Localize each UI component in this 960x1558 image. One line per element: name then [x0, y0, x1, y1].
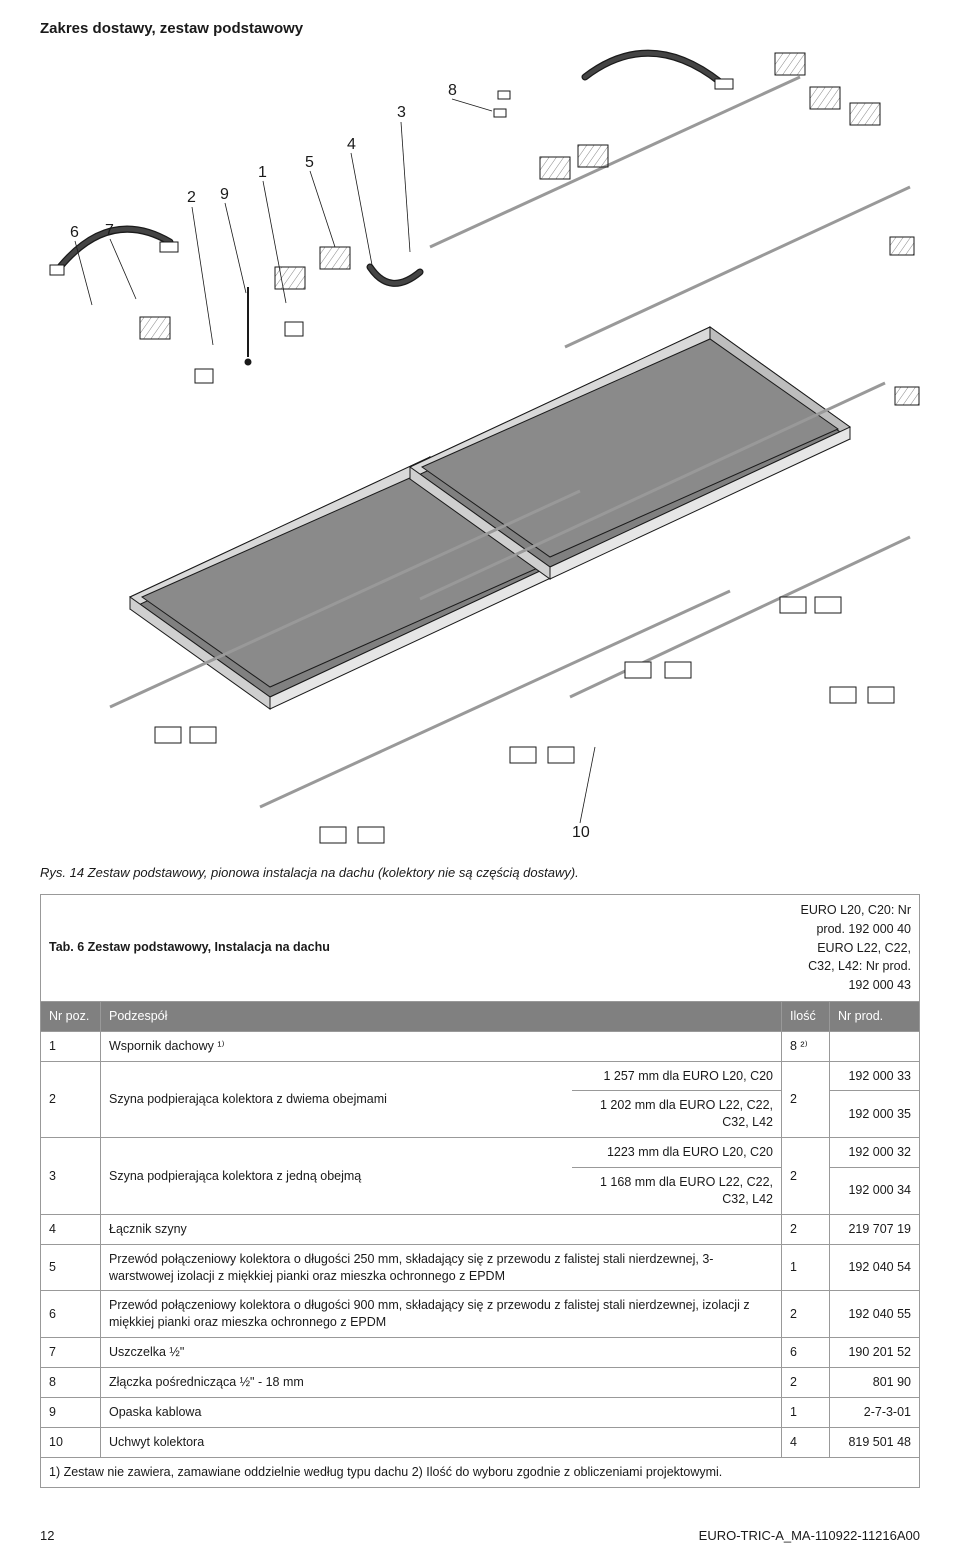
col-poz: Nr poz.: [41, 1001, 101, 1031]
page-title: Zakres dostawy, zestaw podstawowy: [40, 20, 920, 37]
cell-desc: Przewód połączeniowy kolektora o długośc…: [101, 1244, 782, 1291]
cell-sub: 1223 mm dla EURO L20, C20: [572, 1138, 782, 1168]
cell-prod: 192 000 33: [830, 1061, 920, 1091]
cell-poz: 4: [41, 1214, 101, 1244]
cell-prod: [830, 1031, 920, 1061]
cell-poz: 3: [41, 1138, 101, 1215]
cell-desc: Szyna podpierająca kolektora z jedną obe…: [101, 1138, 572, 1215]
cell-desc: Opaska kablowa: [101, 1397, 782, 1427]
callout-7: 7: [105, 222, 114, 239]
cell-desc: Szyna podpierająca kolektora z dwiema ob…: [101, 1061, 572, 1138]
page-footer: 12 EURO-TRIC-A_MA-110922-11216A00: [40, 1528, 920, 1543]
cell-desc: Wspornik dachowy ¹⁾: [101, 1031, 782, 1061]
cell-poz: 1: [41, 1031, 101, 1061]
col-qty: Ilość: [782, 1001, 830, 1031]
col-prod: Nr prod.: [830, 1001, 920, 1031]
cell-qty: 2: [782, 1368, 830, 1398]
callout-4: 4: [347, 136, 356, 153]
callout-5: 5: [305, 154, 314, 171]
cell-sub: 1 257 mm dla EURO L20, C20: [572, 1061, 782, 1091]
callout-9: 9: [220, 186, 229, 203]
cell-qty: 6: [782, 1338, 830, 1368]
table-row: Tab. 6 Zestaw podstawowy, Instalacja na …: [41, 895, 920, 1002]
doc-id: EURO-TRIC-A_MA-110922-11216A00: [699, 1528, 920, 1543]
cell-poz: 10: [41, 1427, 101, 1457]
cell-qty: 4: [782, 1427, 830, 1457]
table-row: 3 Szyna podpierająca kolektora z jedną o…: [41, 1138, 920, 1168]
table-row: 8 Złączka pośrednicząca ½" - 18 mm 2 801…: [41, 1368, 920, 1398]
cell-desc: Łącznik szyny: [101, 1214, 782, 1244]
callout-1: 1: [258, 164, 267, 181]
table-row: 6 Przewód połączeniowy kolektora o długo…: [41, 1291, 920, 1338]
cell-poz: 2: [41, 1061, 101, 1138]
col-desc: Podzespół: [101, 1001, 782, 1031]
table-row: 7 Uszczelka ½" 6 190 201 52: [41, 1338, 920, 1368]
cell-poz: 7: [41, 1338, 101, 1368]
callout-3: 3: [397, 104, 406, 121]
callout-6: 6: [70, 224, 79, 241]
page-number: 12: [40, 1528, 54, 1543]
exploded-diagram: 1 2 3 4 5 6 7 8 9 10: [40, 47, 920, 857]
callout-8: 8: [448, 82, 457, 99]
table-variant-2: EURO L22, C22, C32, L42: Nr prod. 192 00…: [808, 941, 911, 993]
table-row: 1 Wspornik dachowy ¹⁾ 8 ²⁾: [41, 1031, 920, 1061]
cell-prod: 192 000 32: [830, 1138, 920, 1168]
cell-prod: 192 000 35: [830, 1091, 920, 1138]
cell-poz: 5: [41, 1244, 101, 1291]
table-variant-1: EURO L20, C20: Nr prod. 192 000 40: [801, 903, 911, 936]
table-row: 9 Opaska kablowa 1 2-7-3-01: [41, 1397, 920, 1427]
cell-qty: 8 ²⁾: [782, 1031, 830, 1061]
cell-sub: 1 202 mm dla EURO L22, C22, C32, L42: [572, 1091, 782, 1138]
cell-poz: 8: [41, 1368, 101, 1398]
cell-poz: 9: [41, 1397, 101, 1427]
cell-desc: Uchwyt kolektora: [101, 1427, 782, 1457]
table-row: 4 Łącznik szyny 2 219 707 19: [41, 1214, 920, 1244]
callout-10: 10: [572, 824, 590, 841]
cell-qty: 2: [782, 1291, 830, 1338]
cell-prod: 190 201 52: [830, 1338, 920, 1368]
parts-table: Tab. 6 Zestaw podstawowy, Instalacja na …: [40, 894, 920, 1488]
table-header-row: Nr poz. Podzespół Ilość Nr prod.: [41, 1001, 920, 1031]
cell-prod: 801 90: [830, 1368, 920, 1398]
table-row: 10 Uchwyt kolektora 4 819 501 48: [41, 1427, 920, 1457]
cell-prod: 819 501 48: [830, 1427, 920, 1457]
cell-qty: 2: [782, 1061, 830, 1138]
cell-desc: Przewód połączeniowy kolektora o długośc…: [101, 1291, 782, 1338]
table-footnote: 1) Zestaw nie zawiera, zamawiane oddziel…: [41, 1457, 920, 1487]
callout-2: 2: [187, 189, 196, 206]
cell-prod: 192 040 54: [830, 1244, 920, 1291]
cell-poz: 6: [41, 1291, 101, 1338]
cell-prod: 192 000 34: [830, 1168, 920, 1215]
table-row: 1) Zestaw nie zawiera, zamawiane oddziel…: [41, 1457, 920, 1487]
cell-desc: Uszczelka ½": [101, 1338, 782, 1368]
table-row: 2 Szyna podpierająca kolektora z dwiema …: [41, 1061, 920, 1091]
cell-prod: 219 707 19: [830, 1214, 920, 1244]
cell-qty: 2: [782, 1138, 830, 1215]
cell-qty: 2: [782, 1214, 830, 1244]
cell-prod: 192 040 55: [830, 1291, 920, 1338]
cell-desc: Złączka pośrednicząca ½" - 18 mm: [101, 1368, 782, 1398]
cell-qty: 1: [782, 1244, 830, 1291]
cell-sub: 1 168 mm dla EURO L22, C22, C32, L42: [572, 1168, 782, 1215]
cell-qty: 1: [782, 1397, 830, 1427]
figure-caption: Rys. 14 Zestaw podstawowy, pionowa insta…: [40, 865, 920, 880]
table-row: 5 Przewód połączeniowy kolektora o długo…: [41, 1244, 920, 1291]
table-title: Tab. 6 Zestaw podstawowy, Instalacja na …: [41, 895, 782, 1002]
cell-prod: 2-7-3-01: [830, 1397, 920, 1427]
